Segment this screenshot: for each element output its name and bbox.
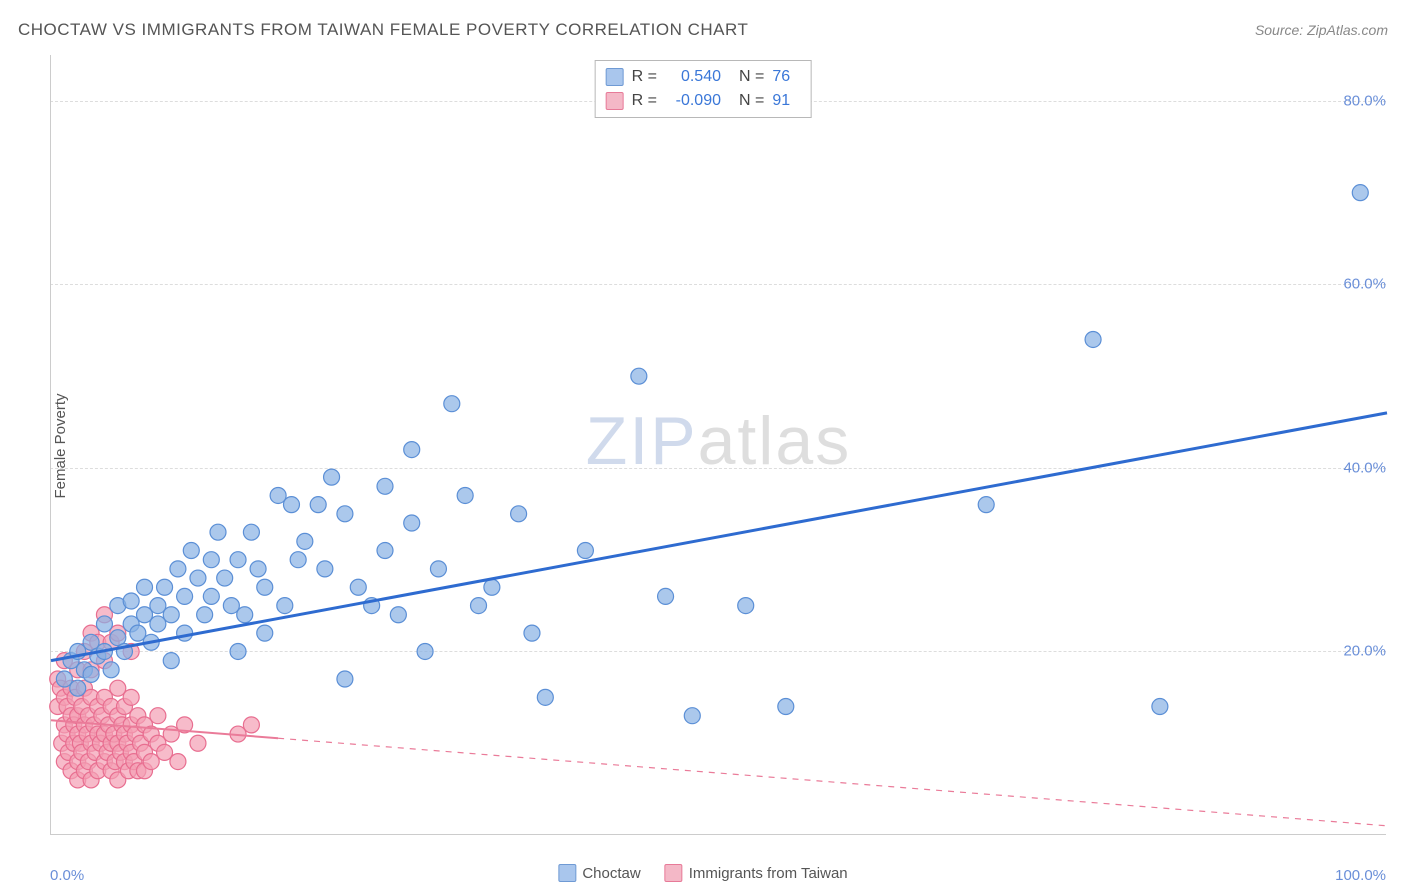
legend-swatch (606, 68, 624, 86)
data-point (163, 607, 179, 623)
correlation-row: R = 0.540 N = 76 (606, 65, 801, 89)
data-point (277, 598, 293, 614)
trend-line (278, 738, 1387, 826)
n-label: N = (739, 89, 764, 113)
data-point (738, 598, 754, 614)
data-point (337, 506, 353, 522)
data-point (137, 579, 153, 595)
data-point (123, 689, 139, 705)
data-point (190, 570, 206, 586)
n-value: 91 (772, 89, 800, 113)
data-point (183, 543, 199, 559)
data-point (70, 680, 86, 696)
data-point (230, 643, 246, 659)
data-point (230, 552, 246, 568)
legend-swatch (665, 864, 683, 882)
data-point (203, 552, 219, 568)
data-point (103, 662, 119, 678)
plot-area: ZIPatlas (50, 55, 1386, 835)
data-point (511, 506, 527, 522)
source-attribution: Source: ZipAtlas.com (1255, 22, 1388, 38)
data-point (257, 625, 273, 641)
data-point (237, 607, 253, 623)
data-point (417, 643, 433, 659)
r-value: 0.540 (665, 65, 721, 89)
data-point (577, 543, 593, 559)
data-point (150, 708, 166, 724)
data-point (163, 653, 179, 669)
data-point (290, 552, 306, 568)
data-point (457, 487, 473, 503)
data-point (203, 588, 219, 604)
data-point (390, 607, 406, 623)
r-value: -0.090 (665, 89, 721, 113)
data-point (524, 625, 540, 641)
data-point (1152, 699, 1168, 715)
data-point (170, 561, 186, 577)
data-point (317, 561, 333, 577)
legend-item: Immigrants from Taiwan (665, 864, 848, 882)
header: CHOCTAW VS IMMIGRANTS FROM TAIWAN FEMALE… (18, 20, 1388, 40)
n-value: 76 (772, 65, 800, 89)
r-label: R = (632, 65, 657, 89)
legend-item: Choctaw (558, 864, 640, 882)
data-point (778, 699, 794, 715)
data-point (377, 478, 393, 494)
data-point (257, 579, 273, 595)
data-point (243, 717, 259, 733)
data-point (190, 735, 206, 751)
legend-swatch (606, 92, 624, 110)
correlation-row: R = -0.090 N = 91 (606, 89, 801, 113)
data-point (170, 754, 186, 770)
data-point (1352, 185, 1368, 201)
data-point (631, 368, 647, 384)
data-point (404, 515, 420, 531)
x-tick-label: 0.0% (50, 867, 84, 884)
legend-label: Choctaw (582, 865, 640, 882)
chart-title: CHOCTAW VS IMMIGRANTS FROM TAIWAN FEMALE… (18, 20, 748, 40)
data-point (217, 570, 233, 586)
data-point (350, 579, 366, 595)
data-point (377, 543, 393, 559)
legend-swatch (558, 864, 576, 882)
data-point (658, 588, 674, 604)
n-label: N = (739, 65, 764, 89)
data-point (978, 497, 994, 513)
x-tick-label: 100.0% (1335, 867, 1386, 884)
data-point (123, 593, 139, 609)
data-point (404, 442, 420, 458)
data-point (197, 607, 213, 623)
data-point (250, 561, 266, 577)
data-point (157, 579, 173, 595)
data-point (96, 616, 112, 632)
data-point (684, 708, 700, 724)
data-point (1085, 331, 1101, 347)
series-legend: Choctaw Immigrants from Taiwan (558, 864, 847, 882)
data-point (310, 497, 326, 513)
correlation-legend: R = 0.540 N = 76 R = -0.090 N = 91 (595, 60, 812, 118)
data-point (177, 625, 193, 641)
data-point (210, 524, 226, 540)
data-point (337, 671, 353, 687)
r-label: R = (632, 89, 657, 113)
data-point (243, 524, 259, 540)
data-point (471, 598, 487, 614)
legend-label: Immigrants from Taiwan (689, 865, 848, 882)
scatter-plot (51, 55, 1386, 834)
data-point (444, 396, 460, 412)
data-point (177, 588, 193, 604)
data-point (324, 469, 340, 485)
data-point (430, 561, 446, 577)
data-point (297, 533, 313, 549)
data-point (283, 497, 299, 513)
data-point (83, 666, 99, 682)
data-point (537, 689, 553, 705)
data-point (484, 579, 500, 595)
